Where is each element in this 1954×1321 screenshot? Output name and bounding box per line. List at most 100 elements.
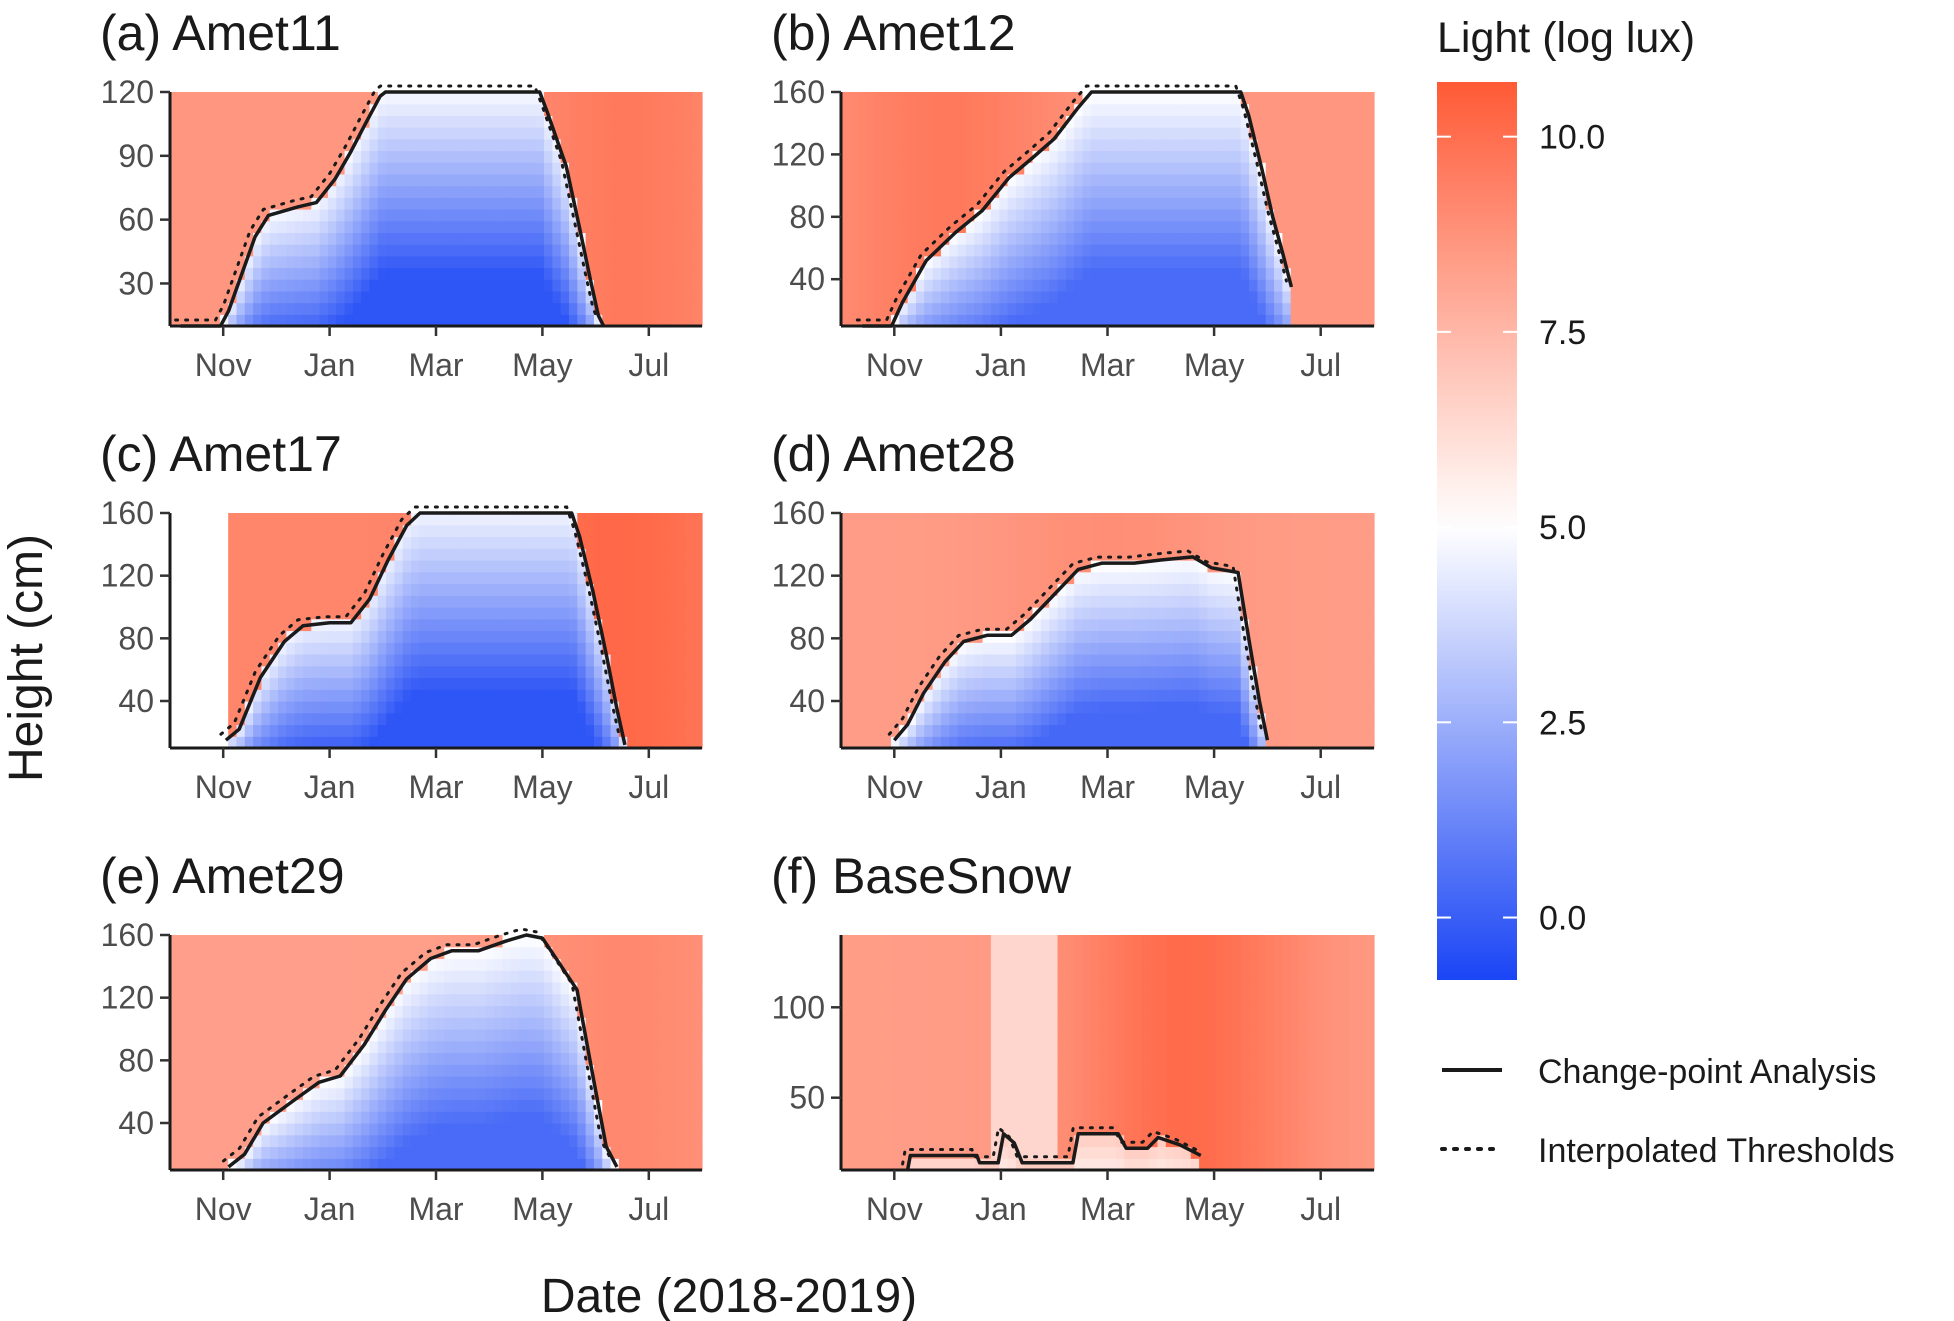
heatmap-cell — [485, 689, 495, 702]
heatmap-cell — [444, 677, 454, 690]
heatmap-cell — [394, 127, 404, 140]
heatmap-cell — [1232, 138, 1242, 152]
heatmap-cell — [1049, 173, 1059, 187]
heatmap-cell — [1274, 736, 1283, 749]
heatmap-cell — [932, 654, 942, 667]
heatmap-cell — [485, 583, 495, 596]
heatmap-cell — [544, 689, 553, 702]
heatmap-cell — [228, 642, 238, 655]
heatmap-cell — [685, 642, 695, 655]
heatmap-cell — [899, 571, 909, 585]
heatmap-cell — [693, 127, 703, 140]
heatmap-cell — [1324, 127, 1333, 140]
heatmap-cell — [427, 209, 437, 222]
heatmap-cell — [1240, 548, 1250, 561]
heatmap-cell — [585, 736, 595, 749]
heatmap-cell — [957, 701, 967, 714]
heatmap-cell — [1315, 560, 1325, 573]
heatmap-cell — [311, 220, 321, 233]
heatmap-cell — [544, 185, 553, 198]
heatmap-cell — [1174, 642, 1184, 655]
heatmap-cell — [377, 583, 387, 596]
heatmap-cell — [319, 115, 329, 128]
heatmap-cell — [1107, 595, 1117, 608]
heatmap-cell — [882, 138, 892, 152]
heatmap-cell — [361, 677, 371, 690]
heatmap-cell — [1232, 536, 1242, 549]
heatmap-cell — [369, 115, 379, 128]
heatmap-cell — [1115, 173, 1125, 187]
heatmap-cell — [311, 92, 321, 105]
heatmap-cell — [1049, 255, 1059, 269]
heatmap-cell — [477, 665, 487, 679]
heatmap-cell — [982, 127, 992, 140]
heatmap-cell — [1032, 92, 1042, 105]
heatmap-cell — [1074, 185, 1084, 198]
heatmap-cell — [228, 724, 238, 737]
heatmap-cell — [219, 220, 229, 233]
heatmap-cell — [519, 150, 529, 163]
heatmap-cell — [352, 197, 362, 210]
heatmap-cell — [841, 173, 850, 187]
heatmap-cell — [278, 536, 287, 549]
heatmap-cell — [940, 103, 950, 116]
heatmap-cell — [286, 255, 296, 269]
heatmap-cell — [436, 173, 445, 187]
heatmap-cell — [1299, 724, 1308, 737]
heatmap-cell — [519, 232, 529, 245]
heatmap-cell — [1207, 595, 1217, 608]
heatmap-cell — [286, 162, 296, 175]
heatmap-cell — [485, 712, 495, 726]
heatmap-cell — [352, 513, 362, 526]
heatmap-cell — [882, 689, 892, 702]
heatmap-cell — [857, 677, 867, 690]
heatmap-cell — [660, 712, 670, 726]
heatmap-cell — [1207, 185, 1217, 198]
heatmap-cell — [899, 150, 909, 163]
heatmap-cell — [1315, 654, 1325, 667]
heatmap-cell — [1057, 255, 1067, 269]
heatmap-cell — [849, 536, 859, 549]
heatmap-cell — [261, 642, 271, 655]
heatmap-cell — [1082, 724, 1092, 737]
heatmap-cell — [336, 232, 346, 245]
heatmap-cell — [402, 162, 412, 175]
heatmap-cell — [460, 173, 470, 187]
heatmap-cell — [344, 583, 354, 596]
heatmap-cell — [352, 267, 362, 280]
heatmap-cell — [974, 162, 984, 175]
heatmap-cell — [932, 595, 942, 608]
heatmap-cell — [186, 290, 196, 304]
heatmap-cell — [477, 290, 487, 304]
heatmap-cell — [1274, 103, 1283, 116]
heatmap-cell — [311, 162, 321, 175]
heatmap-cell — [253, 267, 263, 280]
heatmap-cell — [303, 185, 312, 198]
heatmap-cell — [890, 665, 900, 679]
heatmap-cell — [253, 654, 263, 667]
heatmap-cell — [643, 642, 653, 655]
heatmap-cell — [386, 654, 396, 667]
heatmap-cell — [1249, 736, 1259, 749]
heatmap-cell — [652, 712, 662, 726]
heatmap-cell — [494, 536, 504, 549]
heatmap-cell — [469, 548, 479, 561]
heatmap-cell — [527, 583, 537, 596]
heatmap-cell — [1149, 127, 1159, 140]
heatmap-cell — [974, 583, 984, 596]
heatmap-cell — [890, 232, 900, 245]
heatmap-cell — [436, 560, 445, 573]
heatmap-cell — [1265, 677, 1275, 690]
heatmap-cell — [1149, 642, 1159, 655]
heatmap-cell — [186, 150, 196, 163]
heatmap-cell — [865, 524, 875, 538]
heatmap-cell — [502, 279, 512, 292]
heatmap-cell — [294, 548, 304, 561]
heatmap-cell — [652, 209, 662, 222]
heatmap-cell — [319, 712, 329, 726]
heatmap-cell — [882, 302, 892, 315]
heatmap-cell — [924, 736, 934, 749]
heatmap-cell — [857, 115, 867, 128]
heatmap-cell — [402, 197, 412, 210]
heatmap-cell — [311, 607, 321, 620]
